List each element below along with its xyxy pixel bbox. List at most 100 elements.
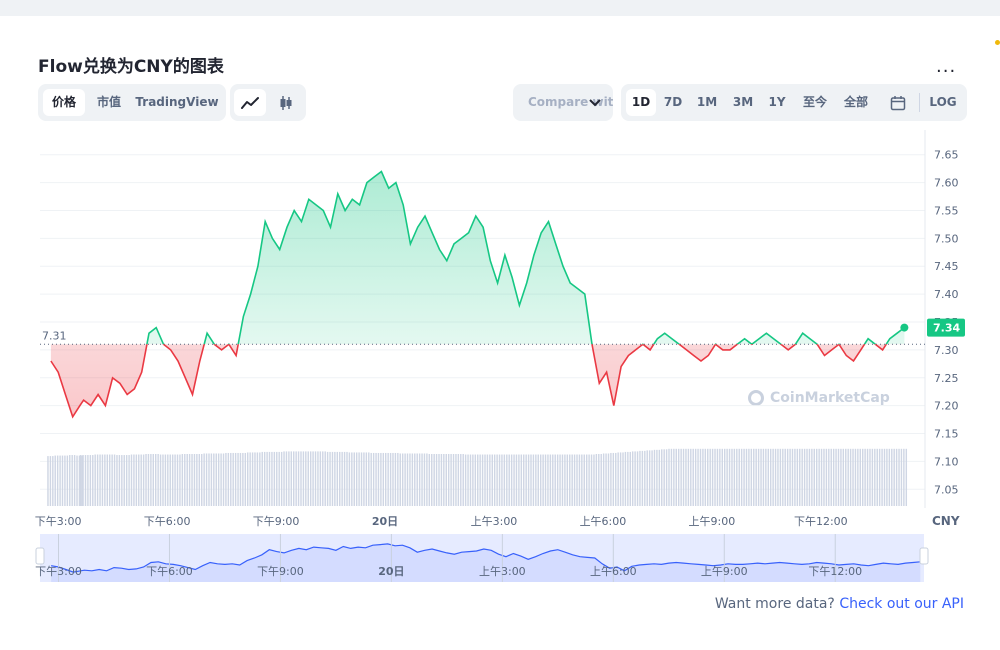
volume-bar — [271, 451, 273, 506]
volume-bar — [232, 452, 234, 506]
volume-bar — [78, 455, 81, 506]
tab-price[interactable]: 价格 — [43, 89, 85, 116]
volume-bar — [786, 448, 789, 506]
volume-bar — [319, 451, 322, 506]
range-ytd[interactable]: 至今 — [802, 95, 827, 109]
volume-bar — [336, 451, 339, 506]
navigator-area — [51, 543, 921, 582]
volume-bar — [297, 451, 300, 506]
volume-bar — [174, 454, 176, 506]
navigator-x-label: 20日 — [378, 565, 404, 578]
range-3m[interactable]: 3M — [732, 95, 754, 109]
volume-bar — [842, 448, 845, 506]
volume-bar — [130, 454, 133, 506]
volume-bar — [414, 453, 416, 506]
volume-bar — [806, 448, 808, 506]
navigator-right-handle[interactable] — [919, 547, 929, 565]
tab-market-cap[interactable]: 市值 — [96, 95, 121, 109]
api-link[interactable]: Check out our API — [839, 596, 964, 612]
volume-bar — [210, 453, 213, 506]
navigator-left-handle[interactable] — [35, 547, 45, 565]
volume-bar — [501, 454, 503, 506]
volume-bar — [552, 454, 554, 506]
range-all[interactable]: 全部 — [843, 95, 868, 109]
volume-bar — [246, 452, 249, 506]
range-selector: 1D 7D 1M 3M 1Y 至今 全部 LOG — [621, 84, 967, 121]
compare-label: Compare with — [528, 95, 613, 109]
volume-bar — [634, 451, 636, 506]
range-7d[interactable]: 7D — [663, 95, 683, 109]
volume-bar — [629, 451, 631, 506]
volume-bar — [191, 454, 193, 506]
volume-bar — [447, 454, 450, 506]
volume-bar — [71, 455, 73, 506]
volume-bar — [789, 448, 791, 506]
volume-bar — [314, 451, 317, 506]
range-1y[interactable]: 1Y — [768, 95, 786, 109]
volume-bar — [450, 454, 452, 506]
volume-bar — [469, 454, 472, 506]
volume-bar — [503, 454, 506, 506]
price-chart[interactable]: 7.057.107.157.207.257.307.357.407.457.50… — [0, 130, 1000, 590]
line-chart-button[interactable] — [234, 89, 266, 116]
tab-tradingview[interactable]: TradingView — [135, 95, 219, 109]
volume-bar — [709, 448, 711, 506]
volume-bar — [293, 451, 295, 506]
volume-bar — [259, 452, 261, 506]
volume-bar — [641, 450, 644, 506]
volume-bar — [791, 448, 794, 506]
volume-bar — [554, 454, 556, 506]
volume-bar — [242, 452, 244, 506]
volume-bar — [113, 454, 116, 506]
volume-bar — [445, 454, 447, 506]
volume-bar — [716, 448, 719, 506]
volume-bar — [692, 448, 694, 506]
volume-bar — [82, 455, 84, 506]
volume-bar — [118, 455, 121, 506]
volume-bar — [227, 452, 230, 506]
log-scale-toggle[interactable]: LOG — [929, 95, 957, 109]
volume-bar — [583, 454, 585, 506]
navigator-x-label: 上午6:00 — [590, 565, 637, 578]
volume-bar — [348, 452, 351, 506]
volume-bar — [774, 448, 777, 506]
volume-bar — [302, 451, 305, 506]
volume-bar — [61, 455, 64, 506]
volume-bar — [585, 454, 588, 506]
volume-bar — [646, 450, 648, 506]
volume-bar — [179, 454, 181, 506]
area-above-reference — [50, 171, 905, 345]
volume-bar — [418, 453, 421, 506]
candlestick-button[interactable] — [270, 89, 302, 116]
volume-bar — [864, 448, 866, 506]
volume-bar — [266, 451, 268, 506]
volume-bar — [285, 451, 288, 506]
volume-bar — [636, 451, 639, 506]
range-1m[interactable]: 1M — [696, 95, 718, 109]
range-1d[interactable]: 1D — [626, 89, 656, 116]
volume-bar — [283, 451, 285, 506]
volume-bar — [719, 448, 721, 506]
chart-title: Flow兑换为CNY的图表 — [38, 57, 224, 77]
volume-bar — [147, 454, 150, 506]
volume-bar — [358, 452, 360, 506]
volume-bar — [125, 455, 128, 506]
volume-bar — [368, 452, 370, 506]
more-options-icon[interactable]: ... — [936, 56, 957, 77]
price-line-up — [146, 170, 905, 345]
volume-bar — [895, 448, 898, 506]
volume-bar — [661, 449, 663, 506]
watermark-text: CoinMarketCap — [770, 390, 890, 406]
volume-bar — [239, 452, 242, 506]
volume-bar — [573, 454, 576, 506]
volume-bar — [452, 454, 455, 506]
compare-dropdown[interactable]: Compare with — [513, 84, 613, 121]
calendar-button[interactable] — [883, 89, 913, 116]
volume-bar — [569, 454, 571, 506]
volume-bar — [142, 454, 145, 506]
volume-bar — [404, 453, 406, 506]
volume-bar — [411, 453, 414, 506]
volume-bar — [677, 448, 680, 506]
volume-bar — [648, 450, 651, 506]
x-tick-label: 上午6:00 — [580, 515, 627, 528]
